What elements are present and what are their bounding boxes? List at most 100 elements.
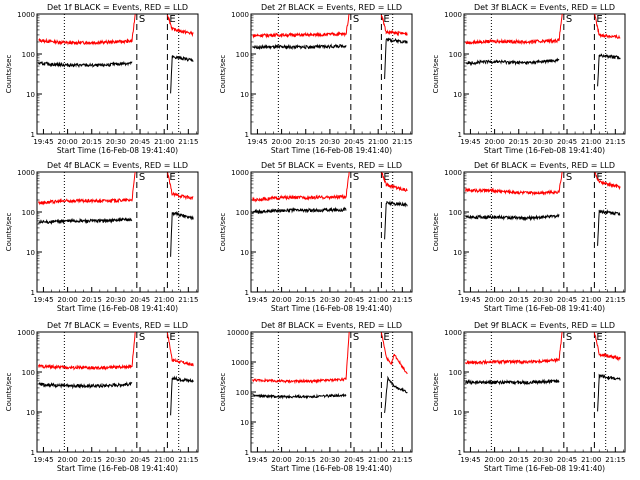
x-tick-label: 21:15 bbox=[392, 456, 412, 464]
lld-series-line bbox=[38, 172, 136, 206]
start-marker-label: S bbox=[353, 172, 359, 183]
y-tick-label: 1000 bbox=[231, 169, 249, 177]
x-tick-label: 20:00 bbox=[271, 456, 291, 464]
end-marker-label: E bbox=[383, 332, 389, 343]
y-tick-label: 1 bbox=[458, 449, 462, 457]
y-tick-label: 1 bbox=[31, 131, 35, 139]
x-tick-label: 20:00 bbox=[484, 456, 504, 464]
y-tick-label: 100 bbox=[236, 209, 249, 217]
x-tick-label: 20:45 bbox=[130, 456, 150, 464]
x-tick-label: 20:15 bbox=[82, 138, 102, 146]
x-tick-label: 20:15 bbox=[509, 456, 529, 464]
x-tick-label: 21:15 bbox=[178, 138, 198, 146]
plot-frame bbox=[36, 171, 199, 293]
x-tick-label: 21:00 bbox=[581, 456, 601, 464]
plot-frame bbox=[250, 13, 413, 135]
y-tick-label: 100 bbox=[22, 51, 35, 59]
lld-series-line bbox=[38, 332, 136, 371]
y-tick-label: 1000 bbox=[17, 169, 35, 177]
y-tick-label: 1 bbox=[245, 449, 249, 457]
x-tick-label: 20:30 bbox=[320, 296, 340, 304]
panel-title: Det 8f BLACK = Events, RED = LLD bbox=[261, 321, 402, 330]
y-tick-label: 100 bbox=[22, 369, 35, 377]
start-marker-label: S bbox=[353, 14, 359, 25]
y-tick-label: 10 bbox=[240, 91, 249, 99]
y-tick-label: 10 bbox=[26, 91, 35, 99]
panel-title: Det 5f BLACK = Events, RED = LLD bbox=[261, 161, 402, 170]
x-tick-label: 20:00 bbox=[271, 138, 291, 146]
lld-series-line bbox=[38, 14, 136, 46]
y-tick-label: 100 bbox=[449, 209, 462, 217]
panel-det-2: Det 2f BLACK = Events, RED = LLD 1 10 100 10… bbox=[219, 3, 413, 155]
x-axis-label: Start Time (16-Feb-08 19:41:40) bbox=[57, 304, 178, 313]
end-marker-label: E bbox=[596, 332, 602, 343]
x-tick-label: 20:45 bbox=[344, 296, 364, 304]
y-axis-label: Counts/sec bbox=[5, 373, 13, 412]
y-tick-label: 10 bbox=[26, 409, 35, 417]
x-tick-label: 20:30 bbox=[106, 296, 126, 304]
panel-det-9: Det 9f BLACK = Events, RED = LLD 1 10 100 10… bbox=[432, 321, 626, 473]
x-tick-label: 19:45 bbox=[247, 296, 267, 304]
x-tick-label: 21:00 bbox=[154, 296, 174, 304]
y-tick-label: 100 bbox=[236, 51, 249, 59]
x-tick-label: 20:30 bbox=[106, 138, 126, 146]
end-marker-label: E bbox=[169, 172, 175, 183]
panel-det-7: Det 7f BLACK = Events, RED = LLD 1 10 100 10… bbox=[5, 321, 199, 473]
events-series-line bbox=[465, 378, 560, 386]
x-axis-label: Start Time (16-Feb-08 19:41:40) bbox=[271, 146, 392, 155]
start-marker-label: S bbox=[566, 14, 572, 25]
x-tick-label: 21:15 bbox=[605, 296, 625, 304]
events-series-line bbox=[170, 54, 194, 94]
lld-series-line bbox=[465, 14, 563, 46]
end-marker-label: E bbox=[383, 14, 389, 25]
x-tick-label: 20:15 bbox=[296, 456, 316, 464]
x-tick-label: 19:45 bbox=[247, 456, 267, 464]
events-series-line bbox=[170, 375, 194, 416]
x-tick-label: 19:45 bbox=[460, 456, 480, 464]
events-series-line bbox=[252, 43, 347, 51]
y-tick-label: 1000 bbox=[231, 359, 249, 367]
lld-series-line bbox=[167, 172, 194, 201]
x-tick-label: 19:45 bbox=[33, 138, 53, 146]
x-tick-label: 19:45 bbox=[460, 296, 480, 304]
x-tick-label: 20:45 bbox=[557, 456, 577, 464]
x-tick-label: 21:00 bbox=[154, 456, 174, 464]
lld-series-line bbox=[252, 332, 350, 385]
y-tick-label: 1000 bbox=[231, 11, 249, 19]
y-tick-label: 1 bbox=[245, 289, 249, 297]
x-tick-label: 20:00 bbox=[57, 296, 77, 304]
plot-frame bbox=[463, 13, 626, 135]
panel-det-8: Det 8f BLACK = Events, RED = LLD 1 10 100 10… bbox=[219, 321, 413, 473]
y-tick-label: 1000 bbox=[444, 169, 462, 177]
events-series-line bbox=[597, 209, 621, 246]
lld-series-line bbox=[465, 332, 563, 366]
x-tick-label: 20:45 bbox=[344, 456, 364, 464]
start-marker-label: S bbox=[566, 172, 572, 183]
y-tick-label: 100 bbox=[449, 369, 462, 377]
y-tick-label: 1 bbox=[31, 289, 35, 297]
y-tick-label: 10 bbox=[453, 249, 462, 257]
x-axis-label: Start Time (16-Feb-08 19:41:40) bbox=[271, 304, 392, 313]
x-tick-label: 21:00 bbox=[368, 296, 388, 304]
start-marker-label: S bbox=[139, 332, 145, 343]
x-axis-label: Start Time (16-Feb-08 19:41:40) bbox=[484, 146, 605, 155]
y-tick-label: 10 bbox=[453, 409, 462, 417]
x-tick-label: 20:15 bbox=[82, 296, 102, 304]
x-tick-label: 20:30 bbox=[320, 138, 340, 146]
x-tick-label: 20:30 bbox=[106, 456, 126, 464]
y-tick-label: 100 bbox=[236, 389, 249, 397]
x-tick-label: 20:15 bbox=[509, 296, 529, 304]
x-tick-label: 21:00 bbox=[368, 456, 388, 464]
x-tick-label: 21:00 bbox=[368, 138, 388, 146]
x-tick-label: 19:45 bbox=[460, 138, 480, 146]
plot-frame bbox=[250, 331, 413, 453]
events-series-line bbox=[38, 381, 133, 390]
lld-series-line bbox=[166, 14, 194, 38]
start-marker-label: S bbox=[139, 172, 145, 183]
x-tick-label: 20:30 bbox=[533, 456, 553, 464]
x-tick-label: 20:45 bbox=[130, 138, 150, 146]
events-series-line bbox=[384, 37, 408, 80]
y-axis-label: Counts/sec bbox=[219, 373, 227, 412]
y-tick-label: 1000 bbox=[444, 11, 462, 19]
y-tick-label: 1 bbox=[458, 289, 462, 297]
